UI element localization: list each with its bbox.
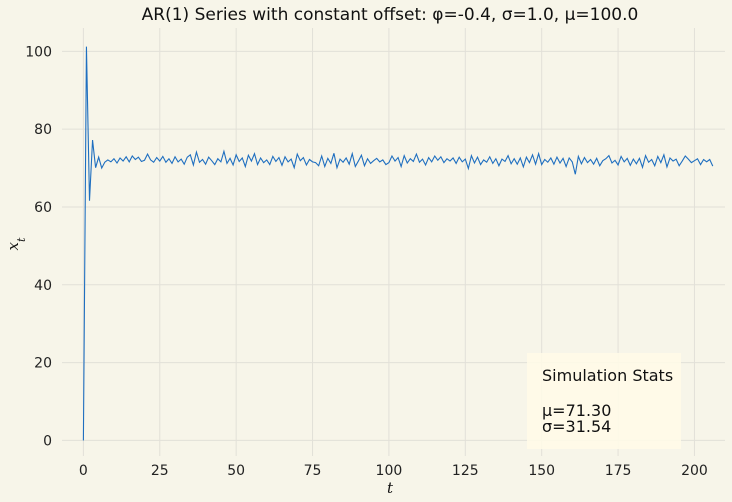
- x-tick-label: 200: [681, 463, 708, 479]
- x-tick-label: 175: [605, 463, 632, 479]
- x-tick-label: 25: [151, 463, 169, 479]
- x-tick-label: 50: [227, 463, 245, 479]
- x-tick-label: 0: [79, 463, 88, 479]
- x-tick-label: 150: [528, 463, 555, 479]
- x-axis-label: t: [387, 479, 394, 497]
- tick-labels: 0 25 50 75 100 125 150 175 200 0 20 40 60 80 100: [25, 44, 708, 479]
- x-tick-label: 100: [376, 463, 403, 479]
- stats-mean: μ=71.30: [542, 401, 611, 420]
- y-tick-label: 0: [43, 433, 52, 449]
- y-tick-label: 80: [34, 122, 52, 138]
- simulation-stats-box: Simulation Stats μ=71.30 σ=31.54: [527, 353, 681, 449]
- y-tick-label: 100: [25, 44, 52, 60]
- y-tick-label: 60: [34, 200, 52, 216]
- y-axis-label-base: x: [4, 241, 22, 250]
- chart-title: AR(1) Series with constant offset: φ=-0.…: [142, 5, 639, 25]
- y-tick-label: 20: [34, 356, 52, 372]
- series-line: [82, 46, 714, 441]
- y-axis-label-subscript: t: [15, 237, 28, 242]
- y-tick-label: 40: [34, 278, 52, 294]
- x-tick-label: 75: [304, 463, 322, 479]
- stats-heading: Simulation Stats: [542, 366, 673, 385]
- stats-std: σ=31.54: [542, 417, 611, 436]
- stats-box-background: [527, 353, 681, 449]
- x-tick-label: 125: [452, 463, 479, 479]
- y-axis-label: xt: [4, 237, 28, 250]
